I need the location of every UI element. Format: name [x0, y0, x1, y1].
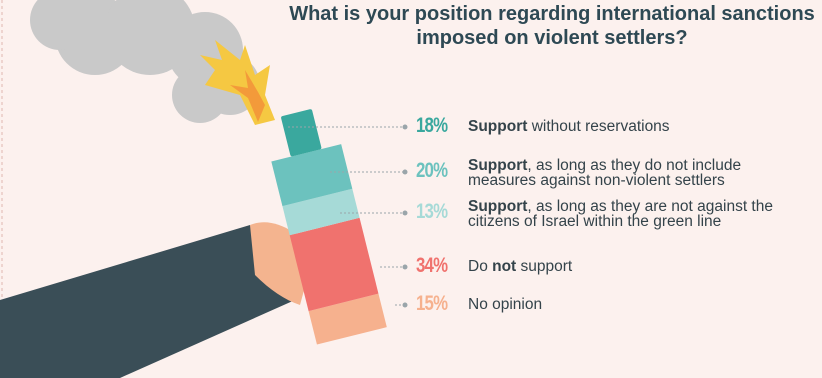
value-label: 13%	[416, 200, 448, 223]
category-label: No opinion	[468, 296, 808, 313]
leader-dot	[402, 264, 408, 270]
label-run: , as long as they do not include measure…	[468, 157, 742, 189]
value-label: 34%	[416, 254, 448, 277]
label-run: Support	[468, 118, 528, 135]
leader-dot	[402, 302, 408, 308]
label-run: support	[516, 258, 573, 275]
label-run: Support	[468, 198, 528, 215]
leader-dot	[402, 169, 408, 175]
leader-dot	[402, 124, 408, 130]
category-label: Support, as long as they are not against…	[468, 198, 808, 230]
category-label: Do not support	[468, 258, 808, 275]
bottle-segment	[308, 293, 387, 345]
value-label: 20%	[416, 159, 448, 182]
value-label: 18%	[416, 114, 448, 137]
bottle-segment	[271, 144, 353, 207]
leader-dot	[402, 210, 408, 216]
leaders	[288, 124, 408, 308]
bottle	[271, 109, 387, 345]
category-label: Support without reservations	[468, 118, 808, 135]
bottle-segment	[289, 217, 379, 312]
arm	[0, 225, 295, 378]
label-run: Support	[468, 157, 528, 174]
value-label: 15%	[416, 292, 448, 315]
label-run: , as long as they are not against the ci…	[468, 198, 773, 230]
category-label: Support, as long as they do not include …	[468, 157, 808, 189]
label-run: not	[492, 258, 517, 275]
bottle-segment	[282, 188, 360, 236]
label-run: without reservations	[527, 118, 670, 135]
chart-title: What is your position regarding internat…	[289, 3, 815, 49]
bottle-segment	[281, 109, 322, 157]
flame	[200, 40, 275, 125]
label-run: Do	[468, 258, 493, 275]
label-run: No opinion	[468, 296, 543, 313]
